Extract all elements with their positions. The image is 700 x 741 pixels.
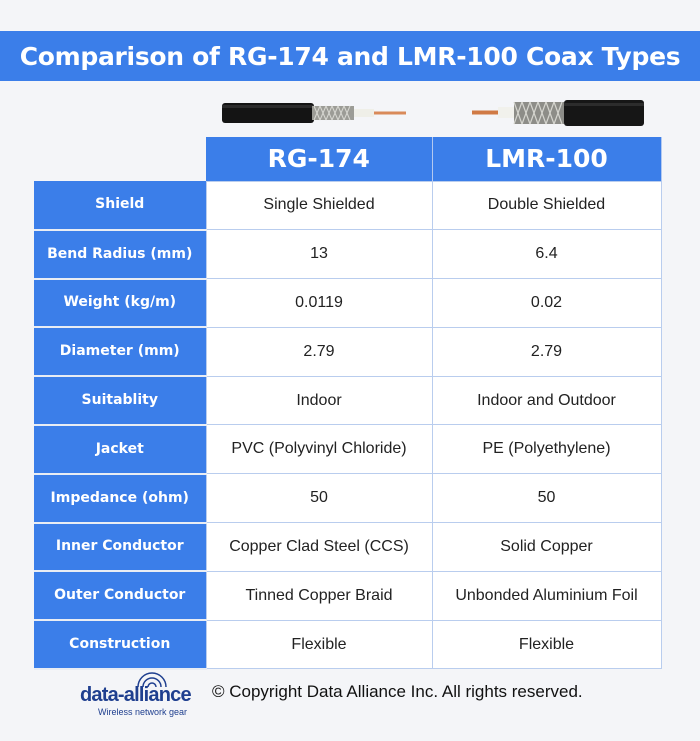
table-row: Weight (kg/m) 0.0119 0.02 [34,278,662,329]
cell-rg174: Flexible [205,619,433,670]
row-label: Construction [34,620,206,670]
table-row: Bend Radius (mm) 13 6.4 [34,229,662,280]
copyright-text: © Copyright Data Alliance Inc. All right… [212,682,583,701]
cell-lmr100: 2.79 [431,326,662,377]
signal-arc-icon [137,672,167,688]
table-row: Suitablity Indoor Indoor and Outdoor [34,375,662,426]
data-alliance-logo: data-alliance Wireless network gear [80,668,208,720]
table-row: Construction Flexible Flexible [34,619,662,670]
row-label: Inner Conductor [34,522,206,573]
row-label: Suitablity [34,376,206,426]
cell-lmr100: 0.02 [431,278,662,328]
cell-lmr100: Indoor and Outdoor [431,375,662,426]
cell-lmr100: Double Shielded [431,180,662,231]
row-label: Impedance (ohm) [34,473,206,524]
row-label: Bend Radius (mm) [34,229,206,280]
table-row: Jacket PVC (Polyvinyl Chloride) PE (Polyet… [34,424,662,475]
cell-rg174: 50 [205,473,433,524]
cell-rg174: Indoor [205,375,433,426]
logo-tagline: Wireless network gear [98,707,188,717]
logo-name: data-alliance [80,684,192,706]
cell-lmr100: Unbonded Aluminium Foil [431,570,662,621]
column-header-rg174: RG-174 [206,137,433,181]
cell-rg174: PVC (Polyvinyl Chloride) [205,424,433,475]
rg174-cable-image [222,103,406,123]
cell-rg174: Single Shielded [205,180,433,231]
cell-lmr100: 50 [431,473,662,524]
table-row: Outer Conductor Tinned Copper Braid Unbond… [34,570,662,622]
row-label: Shield [34,181,206,231]
row-label: Jacket [34,424,206,475]
footer: data-alliance Wireless network gear © Co… [80,668,660,720]
cell-lmr100: Flexible [431,619,662,670]
cell-rg174: 0.0119 [205,278,433,328]
table-header-row: RG-174 LMR-100 [34,137,662,181]
table-row: Diameter (mm) 2.79 2.79 [34,326,662,378]
comparison-table: RG-174 LMR-100 Shield Single Shielded Doub… [34,137,662,670]
row-label: Diameter (mm) [34,327,206,378]
page-title: Comparison of RG-174 and LMR-100 Coax Ty… [19,41,681,71]
cell-lmr100: 6.4 [431,229,662,280]
lmr100-cable-image [472,100,644,126]
cell-rg174: 2.79 [205,326,433,377]
table-row: Shield Single Shielded Double Shielded [34,180,662,231]
row-label: Weight (kg/m) [34,278,206,329]
column-header-lmr100: LMR-100 [432,137,662,181]
row-label: Outer Conductor [34,571,206,622]
title-banner: Comparison of RG-174 and LMR-100 Coax Ty… [0,31,700,81]
cell-rg174: Copper Clad Steel (CCS) [205,522,433,572]
cell-lmr100: Solid Copper [431,522,662,572]
table-row: Impedance (ohm) 50 50 [34,473,662,524]
cell-rg174: Tinned Copper Braid [205,570,433,621]
cell-rg174: 13 [205,229,433,280]
cell-lmr100: PE (Polyethylene) [431,424,662,475]
header-blank-cell [34,137,206,181]
table-row: Inner Conductor Copper Clad Steel (CCS) So… [34,522,662,573]
